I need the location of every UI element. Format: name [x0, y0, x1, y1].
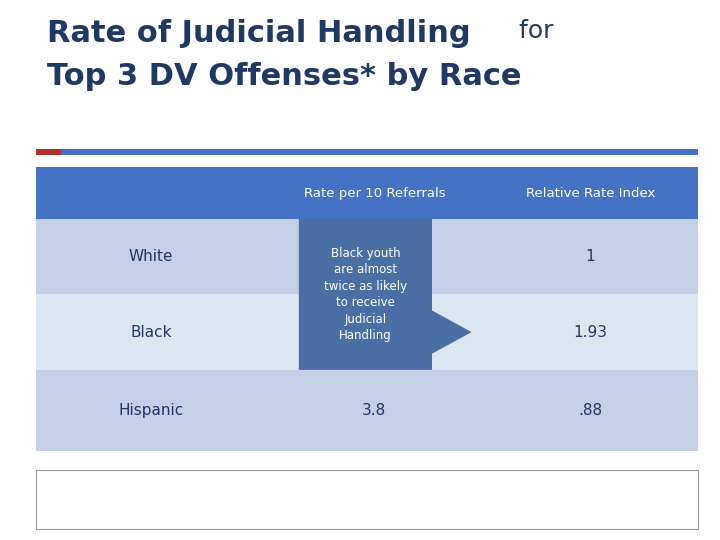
- Text: .: .: [582, 495, 585, 504]
- Text: Black: Black: [130, 325, 172, 340]
- Text: for: for: [511, 19, 554, 43]
- Text: 3.8: 3.8: [362, 403, 387, 418]
- Text: .88: .88: [578, 403, 603, 418]
- Text: and Breach of Peace 2: and Breach of Peace 2: [452, 495, 572, 504]
- Text: Relative Rate Index: Relative Rate Index: [526, 186, 655, 200]
- Text: 4.3: 4.3: [362, 249, 387, 264]
- Text: *Top 3 DV Offenses include Disorderly Conduct, Assault 3: *Top 3 DV Offenses include Disorderly Co…: [50, 495, 350, 504]
- Text: Rate of Judicial Handling: Rate of Judicial Handling: [47, 19, 470, 48]
- Text: 1.93: 1.93: [573, 325, 608, 340]
- Text: rd: rd: [443, 489, 451, 497]
- Text: Rate per 10 Referrals: Rate per 10 Referrals: [304, 186, 445, 200]
- Text: nd: nd: [572, 489, 582, 497]
- Text: Top 3 DV Offenses* by Race: Top 3 DV Offenses* by Race: [47, 62, 521, 91]
- Text: 8.3: 8.3: [362, 325, 387, 340]
- Text: 1: 1: [585, 249, 595, 264]
- Text: Black youth
are almost
twice as likely
to receive
Judicial
Handling: Black youth are almost twice as likely t…: [324, 247, 407, 342]
- Text: White: White: [129, 249, 174, 264]
- Text: Hispanic: Hispanic: [119, 403, 184, 418]
